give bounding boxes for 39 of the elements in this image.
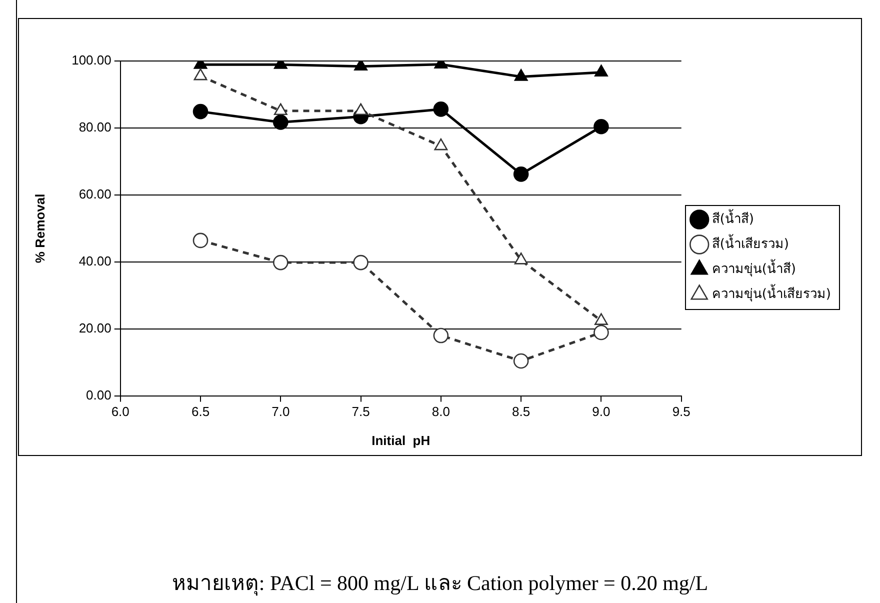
x-tick-label: 9.0 [592, 404, 610, 420]
legend-label: สี(น้ำเสียรวม) [712, 234, 790, 252]
point [274, 103, 288, 116]
y-tick-label: 0.00 [86, 387, 112, 402]
x-tick-label: 7.5 [352, 404, 370, 420]
x-tick-label: 9.5 [672, 404, 690, 420]
point [594, 64, 608, 77]
point [272, 254, 288, 270]
point [272, 114, 288, 130]
y-axis-title: % Removal [32, 194, 48, 264]
text: หมายเหตุ: PACl = 800 mg/L และ Cation polymer = 0.20 mg/L [170, 570, 710, 598]
point [594, 324, 609, 340]
point [353, 254, 368, 270]
x-tick-label: 8.0 [432, 404, 450, 420]
x-tick-label: 7.0 [272, 404, 290, 420]
legend-label: ความขุ่น(น้ำเสียรวม) [712, 284, 832, 302]
point [194, 68, 208, 80]
point [513, 353, 529, 369]
x-tick-label: 6.5 [191, 404, 210, 420]
x-tick-label: 6.0 [111, 404, 130, 420]
point [354, 61, 368, 71]
point [433, 102, 449, 117]
legend-label: สี(น้ำสี) [712, 208, 754, 227]
y-tick-label: 20.00 [78, 320, 112, 336]
point [192, 232, 208, 248]
point [354, 103, 368, 116]
point [513, 166, 529, 182]
y-tick-label: 100.00 [72, 52, 112, 68]
x-axis-title: Initial pH [372, 432, 430, 448]
legend-label: ความขุ่น(น้ำสี) [712, 258, 796, 277]
point [514, 69, 528, 81]
point [594, 118, 609, 134]
x-tick-label: 8.5 [512, 404, 530, 420]
y-tick-label: 60.00 [78, 186, 112, 202]
point [433, 328, 449, 344]
point [192, 104, 208, 120]
point [434, 138, 448, 150]
y-tick-label: 80.00 [78, 120, 112, 135]
y-tick-label: 40.00 [78, 253, 112, 268]
